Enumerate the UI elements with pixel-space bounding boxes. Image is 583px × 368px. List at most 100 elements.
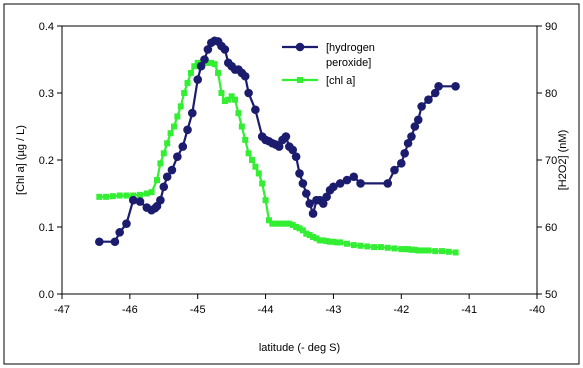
data-point: [181, 90, 188, 96]
data-point: [434, 82, 443, 91]
data-point: [274, 142, 284, 151]
data-point: [110, 237, 120, 247]
data-point: [204, 59, 211, 66]
data-point: [211, 61, 218, 68]
series-hydrogen-peroxide: [95, 36, 460, 247]
data-point: [148, 189, 155, 196]
data-point: [220, 45, 230, 54]
y-left-tick-label: 0.0: [39, 289, 54, 301]
data-point: [157, 160, 164, 167]
data-point: [451, 82, 460, 91]
data-point: [327, 238, 334, 245]
data-point: [95, 237, 104, 247]
data-point: [251, 105, 260, 115]
data-point: [407, 132, 416, 141]
data-point: [422, 247, 429, 254]
data-point: [390, 165, 399, 175]
data-point: [128, 195, 138, 205]
data-point: [303, 230, 310, 237]
data-point: [200, 55, 209, 64]
data-point: [96, 193, 103, 200]
data-point: [306, 232, 313, 239]
y-left-tick-label: 0.3: [39, 88, 54, 100]
series-chl-a: [96, 59, 459, 256]
data-point: [232, 96, 239, 103]
data-point: [135, 197, 145, 206]
data-point: [401, 246, 408, 253]
x-tick-label: -40: [529, 304, 545, 316]
data-point: [323, 238, 330, 245]
data-point: [154, 177, 160, 184]
data-point: [286, 220, 293, 227]
data-point: [344, 240, 350, 247]
legend-marker-h2o2: [295, 42, 305, 52]
data-point: [452, 249, 459, 256]
data-point: [356, 179, 365, 188]
x-tick-label: -47: [54, 304, 70, 316]
data-point: [167, 130, 174, 137]
x-tick-label: -42: [393, 304, 409, 316]
data-point: [259, 180, 266, 187]
data-point: [425, 247, 432, 254]
data-point: [417, 102, 426, 111]
data-point: [240, 71, 250, 81]
data-point: [255, 170, 262, 177]
data-point: [173, 152, 182, 161]
data-point: [320, 237, 327, 244]
data-point: [196, 61, 206, 71]
legend: [hydrogen peroxide] [chl a]: [282, 42, 375, 87]
x-tick-label: -45: [190, 304, 206, 316]
y-left-tick-label: 0.1: [39, 222, 54, 234]
data-point: [174, 113, 181, 120]
data-point: [298, 179, 308, 188]
data-point: [291, 152, 301, 161]
data-point: [333, 239, 340, 246]
data-point: [288, 145, 298, 155]
data-point: [289, 221, 296, 228]
data-point: [221, 98, 228, 105]
data-point: [115, 228, 124, 237]
data-point: [384, 244, 391, 251]
data-point: [310, 234, 317, 241]
data-point: [350, 242, 357, 249]
y-right-tick-label: 70: [545, 155, 557, 167]
data-point: [178, 142, 188, 151]
data-point: [418, 247, 425, 254]
data-point: [103, 193, 110, 200]
data-point: [364, 243, 371, 250]
data-point: [403, 138, 413, 148]
data-point: [330, 238, 337, 245]
data-point: [335, 179, 345, 188]
data-point: [408, 246, 415, 253]
data-point: [249, 157, 255, 163]
data-point: [228, 93, 235, 100]
data-point: [159, 182, 169, 192]
data-point: [329, 182, 338, 192]
legend-label-h2o2-line1: [hydrogen: [326, 42, 375, 54]
data-point: [245, 150, 252, 157]
data-point: [439, 248, 445, 255]
data-point: [415, 247, 422, 254]
data-point: [413, 115, 423, 125]
data-point: [398, 246, 405, 253]
data-point: [342, 175, 352, 185]
data-point: [305, 199, 314, 208]
y-axis-right-label: [H2O2] (nM): [557, 130, 569, 191]
data-point: [295, 169, 304, 178]
data-point: [279, 220, 286, 227]
data-point: [400, 149, 409, 158]
data-point: [238, 123, 245, 130]
data-point: [244, 88, 253, 98]
y-left-tick-label: 0.4: [39, 21, 54, 33]
data-point: [143, 190, 150, 197]
data-point: [322, 192, 331, 202]
data-point: [282, 220, 289, 227]
data-point: [193, 75, 203, 84]
data-point: [337, 239, 344, 246]
x-tick-label: -44: [258, 304, 274, 316]
y-right-tick-label: 80: [545, 88, 557, 100]
data-point: [208, 59, 215, 66]
data-point: [410, 122, 420, 131]
data-point: [313, 235, 320, 242]
data-point: [383, 179, 393, 188]
